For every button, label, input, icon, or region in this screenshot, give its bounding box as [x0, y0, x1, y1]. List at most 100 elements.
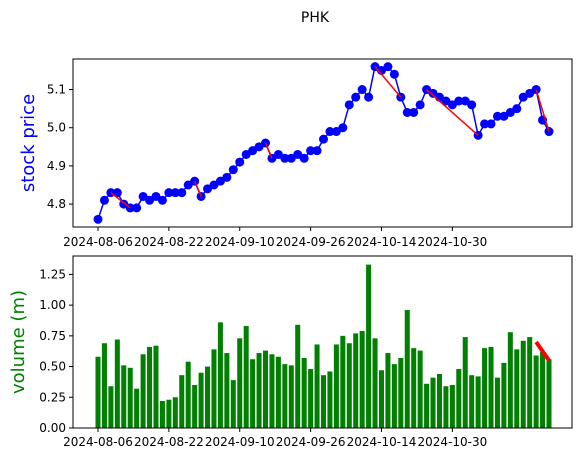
volume-bar [243, 326, 249, 428]
volume-bar [424, 383, 430, 428]
volume-bar [101, 343, 107, 428]
volume-bar [192, 385, 198, 428]
volume-bar [114, 339, 120, 428]
volume-bar [166, 399, 172, 428]
price-point [357, 85, 367, 95]
volume-bar [127, 367, 133, 428]
price-x-tick-label: 2024-08-22 [134, 235, 204, 249]
volume-bar [256, 353, 262, 428]
volume-bar [314, 344, 320, 428]
volume-bar [159, 400, 165, 428]
price-highlight-segment [374, 66, 402, 98]
volume-bar [540, 351, 546, 428]
volume-y-tick-label: 0.25 [39, 390, 66, 404]
volume-bar [320, 375, 327, 428]
volume-bar [366, 264, 372, 428]
price-point [319, 134, 328, 144]
price-point [93, 214, 103, 224]
price-axes-frame [72, 58, 573, 228]
price-point [344, 100, 354, 110]
volume-bar [301, 357, 307, 428]
volume-y-tick-label: 1.00 [39, 298, 66, 312]
price-y-tick-label: 5.1 [47, 83, 66, 97]
price-highlight-segment [193, 180, 202, 197]
price-x-tick-label: 2024-08-06 [63, 235, 133, 249]
volume-bar [359, 330, 365, 428]
price-point [235, 157, 245, 167]
volume-bar [308, 369, 314, 428]
volume-x-tick-label: 2024-08-22 [134, 435, 204, 449]
volume-y-tick-label: 0.75 [39, 329, 66, 343]
price-panel: 4.84.95.05.1 2024-08-06 2024-08-22 2024-09… [18, 58, 573, 249]
price-x-tick-label: 2024-10-14 [347, 235, 417, 249]
price-point [402, 107, 412, 117]
price-x-tick-label: 2024-09-26 [276, 235, 346, 249]
volume-bar [385, 353, 391, 428]
volume-bar [436, 373, 442, 428]
volume-bar [327, 371, 333, 428]
volume-y-axis-label: volume (m) [8, 290, 29, 394]
volume-bar [275, 356, 281, 428]
volume-axes-frame [72, 255, 573, 429]
price-point [228, 165, 238, 175]
price-point [389, 69, 399, 79]
volume-bar [533, 355, 539, 428]
volume-y-tick-label: 1.25 [39, 267, 66, 281]
volume-bar [449, 385, 455, 428]
price-point [99, 195, 109, 205]
price-highlight-segment [264, 142, 273, 159]
volume-bar [230, 380, 236, 428]
price-point [325, 127, 335, 137]
price-point [364, 92, 374, 102]
price-point [480, 119, 490, 129]
volume-bar [346, 343, 352, 428]
volume-bar [95, 356, 101, 428]
volume-x-tick-label: 2024-09-10 [205, 435, 275, 449]
price-y-tick-label: 4.8 [47, 197, 66, 211]
price-point [338, 123, 348, 133]
volume-bar [185, 361, 191, 428]
price-point [164, 188, 174, 198]
volume-bar [475, 376, 481, 428]
volume-bar [378, 370, 384, 428]
volume-bar [288, 365, 294, 428]
volume-bar [398, 357, 404, 428]
volume-bar [546, 359, 552, 428]
price-highlight-segment [426, 88, 479, 136]
volume-bar [217, 322, 223, 428]
price-point [306, 146, 316, 156]
volume-bar [372, 338, 378, 428]
volume-bar [488, 346, 494, 428]
price-point [299, 153, 309, 163]
price-point [132, 203, 142, 213]
volume-bar [263, 350, 269, 428]
price-point [383, 62, 393, 72]
volume-bar [147, 346, 153, 428]
volume-bar [282, 364, 288, 428]
chart-title: PHK [301, 10, 330, 26]
volume-bar [295, 324, 301, 428]
price-point [351, 92, 361, 102]
price-point [177, 188, 187, 198]
volume-bar [430, 377, 436, 428]
price-highlight-segment [110, 192, 131, 209]
volume-bar [134, 388, 140, 428]
volume-bar [469, 375, 475, 428]
volume-highlight-segment [534, 340, 551, 362]
volume-bar [443, 386, 449, 428]
price-y-ticks: 4.8 4.9 5.0 5.1 [47, 83, 73, 211]
price-x-tick-label: 2024-09-10 [205, 235, 275, 249]
volume-y-ticks: 0.00 0.25 0.50 0.75 1.00 1.25 [39, 267, 73, 435]
volume-bar [456, 369, 462, 428]
volume-bar [224, 353, 230, 428]
volume-bar [333, 344, 339, 428]
volume-bar [269, 354, 275, 428]
price-point [280, 153, 290, 163]
volume-y-tick-label: 0.50 [39, 360, 66, 374]
volume-bar [250, 359, 256, 428]
volume-bar [108, 386, 114, 428]
price-x-ticks: 2024-08-06 2024-08-22 2024-09-10 2024-09-26… [63, 227, 487, 249]
volume-panel: 0.000.250.500.751.001.25 2024-08-06 2024-… [8, 255, 573, 449]
volume-bar [404, 310, 410, 428]
